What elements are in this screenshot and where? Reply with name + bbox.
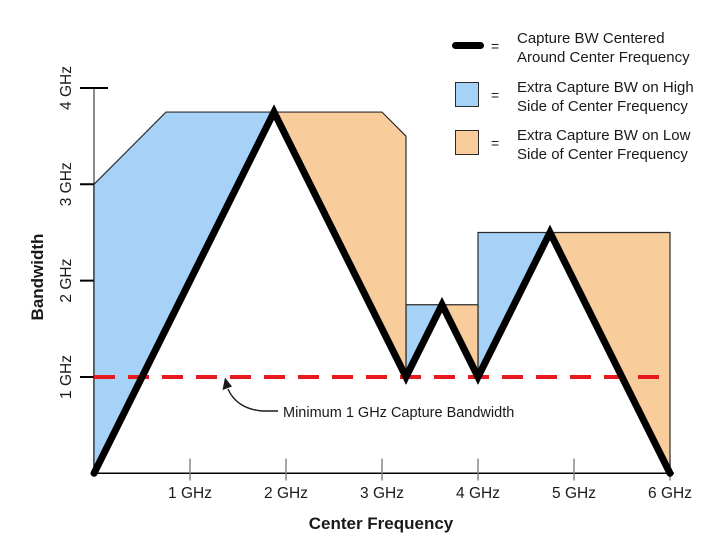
legend-label-capture-bw: Capture BW Centered Around Center Freque… [517, 30, 720, 67]
y-tick-label: 4 GHz [58, 66, 75, 110]
y-axis-title: Bandwidth [28, 234, 47, 321]
legend-label-line: Around Center Frequency [517, 48, 690, 66]
x-tick-label: 6 GHz [648, 485, 692, 502]
legend-label-line: Side of Center Frequency [517, 97, 688, 115]
legend-blue-swatch [455, 82, 479, 107]
x-axis-ticks [189, 458, 671, 481]
legend-equals-sign: = [491, 87, 500, 103]
annotation-text: Minimum 1 GHz Capture Bandwidth [283, 405, 514, 421]
legend-equals-sign: = [491, 135, 500, 151]
legend-label-line: Capture BW Centered [517, 30, 665, 47]
x-tick-label: 2 GHz [264, 485, 308, 502]
legend-label-line: Side of Center Frequency [517, 145, 688, 163]
legend-label-line: Extra Capture BW on High [517, 79, 694, 96]
legend-equals-sign: = [491, 38, 500, 54]
legend-label-extra-high: Extra Capture BW on High Side of Center … [517, 79, 720, 116]
legend-label-extra-low: Extra Capture BW on Low Side of Center F… [517, 127, 720, 164]
x-axis-tick-labels: 1 GHz 2 GHz 3 GHz 4 GHz 5 GHz 6 GHz [168, 485, 692, 502]
x-tick-label: 5 GHz [552, 485, 596, 502]
x-tick-label: 3 GHz [360, 485, 404, 502]
legend-label-line: Extra Capture BW on Low [517, 127, 691, 144]
annotation: Minimum 1 GHz Capture Bandwidth [222, 377, 514, 421]
y-tick-label: 3 GHz [58, 162, 75, 206]
y-tick-label: 1 GHz [58, 355, 75, 399]
y-axis: 1 GHz 2 GHz 3 GHz 4 GHz Bandwidth [28, 66, 108, 474]
legend-thick-line-swatch [452, 42, 484, 49]
y-tick-label: 2 GHz [58, 259, 75, 303]
y-axis-tick-labels: 1 GHz 2 GHz 3 GHz 4 GHz [58, 66, 75, 399]
x-tick-label: 4 GHz [456, 485, 500, 502]
legend-orange-swatch [455, 130, 479, 155]
x-axis: 1 GHz 2 GHz 3 GHz 4 GHz 5 GHz 6 GHz Center Fr… [94, 458, 692, 533]
x-tick-label: 1 GHz [168, 485, 212, 502]
capture-bw-line [90, 104, 674, 477]
annotation-arrowhead-icon [222, 377, 232, 390]
annotation-arrow-curve [227, 388, 278, 412]
x-axis-title: Center Frequency [309, 514, 454, 533]
